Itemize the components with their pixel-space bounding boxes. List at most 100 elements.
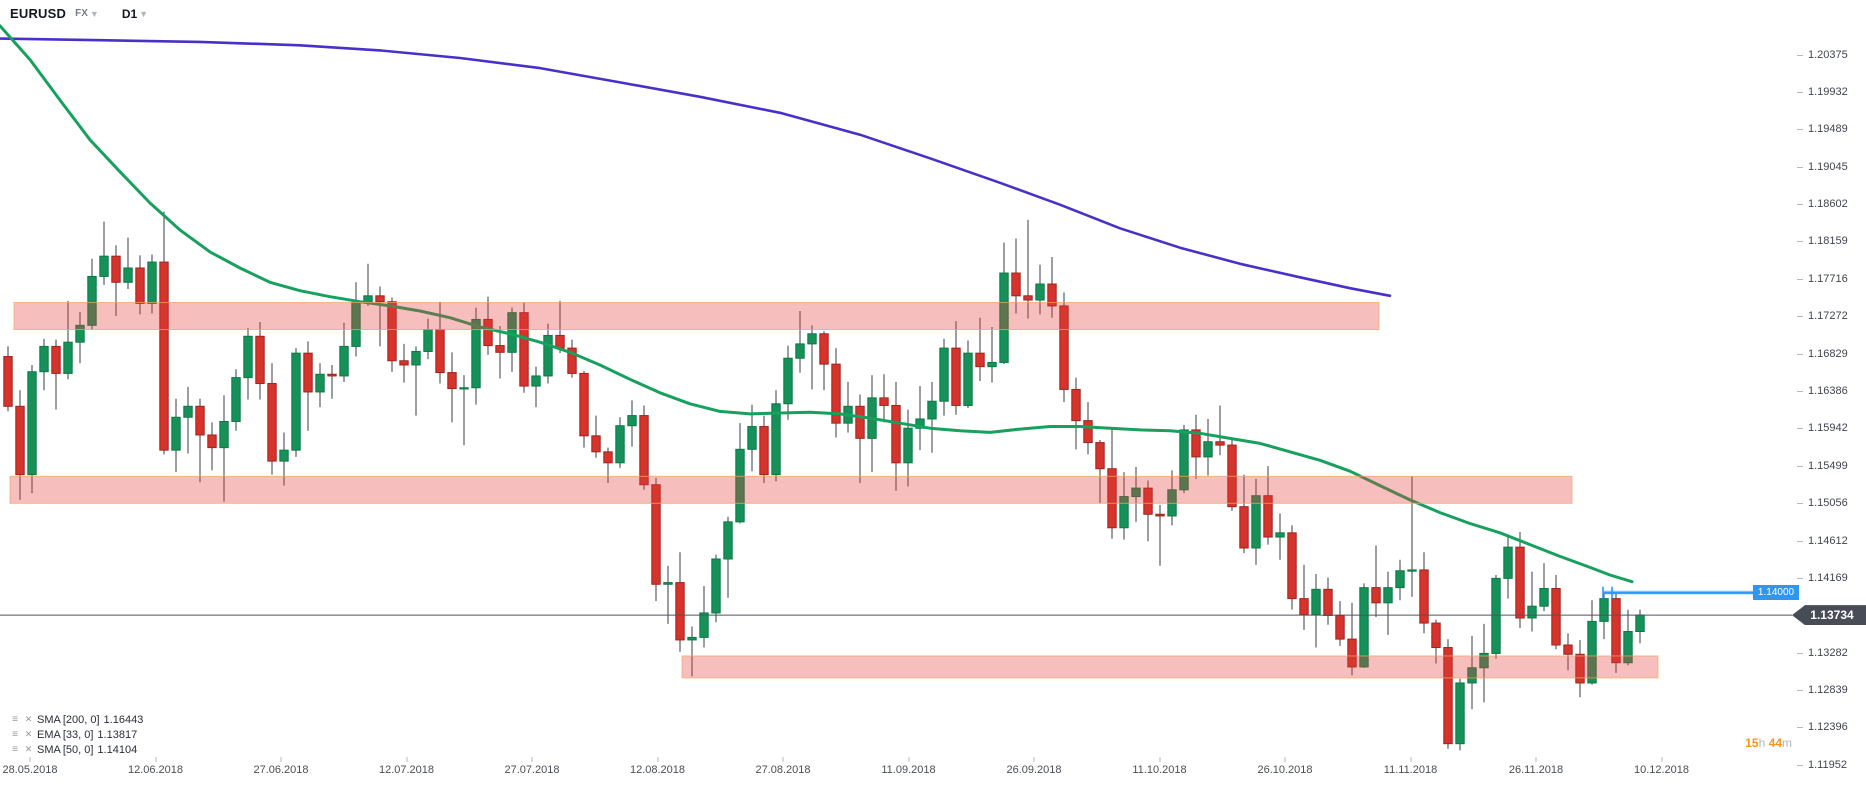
indicator-close-icon[interactable]: ✕ <box>24 714 33 724</box>
candle-down <box>267 383 277 462</box>
candle-down <box>1335 614 1345 640</box>
candle-up <box>771 403 781 476</box>
indicator-name: SMA <box>37 743 61 756</box>
candle-up <box>1131 487 1141 498</box>
candle-up <box>531 375 541 387</box>
candle-down <box>675 582 685 641</box>
chart-toolbar: EURUSD FX ▼ D1 ▼ <box>10 6 148 21</box>
candle-up <box>1527 605 1537 619</box>
market-label: FX <box>75 8 88 19</box>
candle-up <box>423 329 433 352</box>
candle-down <box>579 372 589 437</box>
candle-up <box>27 371 37 476</box>
candle-up <box>1479 652 1489 669</box>
candle-up <box>711 558 721 614</box>
candle-down <box>327 373 337 377</box>
candle-down <box>1143 487 1153 515</box>
candle-up <box>1359 587 1369 668</box>
candle-down <box>1023 295 1033 301</box>
candle-up <box>1311 588 1321 616</box>
candle-up <box>87 275 97 326</box>
candle-up <box>1623 631 1633 664</box>
countdown-hours: 15 <box>1745 736 1759 750</box>
chevron-down-icon: ▼ <box>139 8 149 19</box>
symbol-button[interactable]: EURUSD <box>10 6 67 21</box>
candle-up <box>1407 569 1417 572</box>
candle-up <box>627 415 637 427</box>
candle-down <box>831 363 841 424</box>
indicator-value: 1.13817 <box>97 728 138 741</box>
candle-down <box>639 415 649 486</box>
candle-down <box>1323 588 1333 616</box>
candle-up <box>903 427 913 464</box>
candle-up <box>99 255 109 277</box>
candle-down <box>1011 272 1021 297</box>
candle-down <box>1047 283 1057 307</box>
candle-down <box>1419 569 1429 624</box>
alert-price-tag[interactable]: 1.14000 <box>1753 585 1799 601</box>
candle-up <box>735 448 745 523</box>
candle-up <box>939 347 949 402</box>
candle-down <box>111 255 121 283</box>
candle-up <box>459 387 469 390</box>
candle-up <box>783 357 793 405</box>
legend-row-sma200: ≡ ✕ SMA [200, 0] 1.16443 <box>8 712 143 727</box>
candle-up <box>1539 587 1549 607</box>
indicator-name: SMA <box>37 713 61 726</box>
candle-down <box>1239 506 1249 549</box>
candle-down <box>1107 468 1117 529</box>
candle-down <box>651 484 661 585</box>
candle-up <box>1455 682 1465 745</box>
candle-down <box>1215 441 1225 446</box>
chevron-down-icon: ▼ <box>89 8 99 19</box>
indicator-menu-icon[interactable]: ≡ <box>12 714 18 725</box>
candle-down <box>1611 598 1621 664</box>
ma-line-sma-200[interactable] <box>0 37 1392 298</box>
candle-up <box>807 333 817 345</box>
indicator-menu-icon[interactable]: ≡ <box>12 744 18 755</box>
candle-down <box>1155 513 1165 517</box>
candle-up <box>615 425 625 464</box>
candle-down <box>483 318 493 347</box>
ma-line-ema-33-sma-50[interactable] <box>0 24 1634 584</box>
candle-down <box>603 451 613 464</box>
candle-down <box>1287 532 1297 600</box>
candle-up <box>1035 283 1045 301</box>
candle-up <box>147 261 157 304</box>
interval-dropdown[interactable]: D1 ▼ <box>122 7 148 21</box>
candle-up <box>723 521 733 560</box>
candle-up <box>963 352 973 406</box>
candle-down <box>855 405 865 439</box>
candle-down <box>567 347 577 374</box>
indicator-value: 1.14104 <box>97 743 138 756</box>
candle-down <box>375 295 385 303</box>
candle-down <box>447 372 457 390</box>
support-zone[interactable] <box>681 655 1659 679</box>
candle-up <box>1203 441 1213 458</box>
candle-up <box>339 345 349 377</box>
candle-up <box>243 335 253 379</box>
market-dropdown[interactable]: FX ▼ <box>75 8 99 19</box>
resistance-zone[interactable] <box>13 302 1380 331</box>
candle-down <box>591 435 601 453</box>
indicator-close-icon[interactable]: ✕ <box>24 729 33 739</box>
candle-down <box>951 347 961 406</box>
indicator-close-icon[interactable]: ✕ <box>24 744 33 754</box>
mid-zone[interactable] <box>9 475 1573 504</box>
indicator-menu-icon[interactable]: ≡ <box>12 729 18 740</box>
indicator-params: [33, 0] <box>62 728 94 741</box>
candle-down <box>135 267 145 304</box>
candle-down <box>399 360 409 366</box>
candle-down <box>1191 429 1201 458</box>
candle-up <box>471 318 481 389</box>
countdown-minutes-unit: m <box>1782 736 1792 750</box>
legend-row-sma50: ≡ ✕ SMA [50, 0] 1.14104 <box>8 742 143 757</box>
candle-down <box>1563 644 1573 655</box>
candle-down <box>759 426 769 476</box>
candle-up <box>183 405 193 418</box>
candle-down <box>207 434 217 449</box>
candle-down <box>879 397 889 406</box>
candle-up <box>1491 577 1501 654</box>
candle-down <box>975 352 985 368</box>
